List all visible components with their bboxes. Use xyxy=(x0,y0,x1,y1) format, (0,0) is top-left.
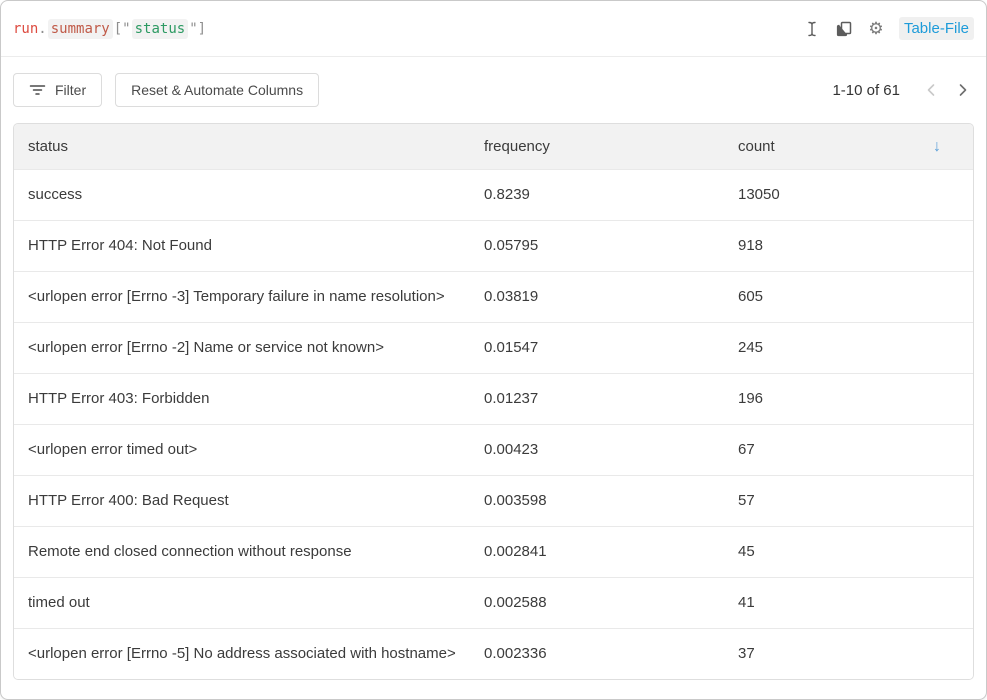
cell-count: 67 xyxy=(738,441,755,458)
table-body: success 0.8239 13050 HTTP Error 404: Not Fo… xyxy=(14,169,973,679)
cell-count: 37 xyxy=(738,645,755,662)
expression-token-punct[interactable]: [" xyxy=(113,20,131,37)
table-row: success 0.8239 13050 xyxy=(14,169,973,220)
cell-count: 13050 xyxy=(738,186,780,203)
cell-status: <urlopen error [Errno -2] Name or servic… xyxy=(28,339,384,356)
pagination: 1-10 of 61 xyxy=(832,79,974,101)
cell-frequency: 0.002588 xyxy=(484,594,547,611)
table-row: Remote end closed connection without res… xyxy=(14,526,973,577)
table-row: HTTP Error 404: Not Found 0.05795 918 xyxy=(14,220,973,271)
gear-icon[interactable]: ⚙ xyxy=(868,19,884,38)
panel-type-selector[interactable]: Table-File xyxy=(898,17,974,40)
toolbar-buttons: Filter Reset & Automate Columns xyxy=(13,73,320,107)
table-row: HTTP Error 400: Bad Request 0.003598 57 xyxy=(14,475,973,526)
expression-token-punct[interactable]: . xyxy=(38,20,47,37)
cell-count: 605 xyxy=(738,288,764,305)
cell-frequency: 0.01237 xyxy=(484,390,539,407)
cell-count: 57 xyxy=(738,492,755,509)
reset-automate-columns-label: Reset & Automate Columns xyxy=(131,82,304,98)
data-table: status frequency count ↓ success 0.8239 13… xyxy=(13,123,974,680)
cell-frequency: 0.002841 xyxy=(484,543,547,560)
cell-count: 245 xyxy=(738,339,764,356)
cell-status: HTTP Error 404: Not Found xyxy=(28,237,212,254)
column-header-frequency[interactable]: frequency xyxy=(484,138,550,155)
cell-count: 41 xyxy=(738,594,755,611)
filter-button-label: Filter xyxy=(55,82,87,98)
expression-token-property[interactable]: summary xyxy=(47,18,113,39)
cell-count: 45 xyxy=(738,543,755,560)
expression-token-keyword[interactable]: run xyxy=(13,20,39,37)
cell-status: <urlopen error timed out> xyxy=(28,441,198,458)
filter-button[interactable]: Filter xyxy=(13,73,103,107)
column-header-status[interactable]: status xyxy=(28,138,69,155)
copy-icon[interactable] xyxy=(835,20,853,38)
table-row: <urlopen error [Errno -5] No address ass… xyxy=(14,628,973,679)
cell-frequency: 0.002336 xyxy=(484,645,547,662)
cell-status: HTTP Error 400: Bad Request xyxy=(28,492,229,509)
cell-status: <urlopen error [Errno -5] No address ass… xyxy=(28,645,456,662)
expression-editor[interactable]: run. summary [" status "] xyxy=(13,18,207,39)
cell-status: <urlopen error [Errno -3] Temporary fail… xyxy=(28,288,445,305)
next-page-icon[interactable] xyxy=(952,79,974,101)
cell-status: success xyxy=(28,186,83,203)
cell-frequency: 0.01547 xyxy=(484,339,539,356)
expression-bar: run. summary [" status "] ⚙ Table-File xyxy=(1,1,986,57)
reset-automate-columns-button[interactable]: Reset & Automate Columns xyxy=(115,73,320,107)
cell-status: Remote end closed connection without res… xyxy=(28,543,352,560)
table-row: HTTP Error 403: Forbidden 0.01237 196 xyxy=(14,373,973,424)
table-header-row: status frequency count ↓ xyxy=(14,124,973,169)
table-row: <urlopen error [Errno -3] Temporary fail… xyxy=(14,271,973,322)
cell-frequency: 0.03819 xyxy=(484,288,539,305)
panel-controls: ⚙ Table-File xyxy=(803,17,974,40)
cell-frequency: 0.00423 xyxy=(484,441,539,458)
filter-icon xyxy=(29,83,46,97)
cell-frequency: 0.8239 xyxy=(484,186,530,203)
pagination-range-label: 1-10 of 61 xyxy=(832,81,900,99)
table-row: <urlopen error timed out> 0.00423 67 xyxy=(14,424,973,475)
cell-count: 918 xyxy=(738,237,764,254)
cell-status: timed out xyxy=(28,594,90,611)
cell-status: HTTP Error 403: Forbidden xyxy=(28,390,210,407)
expression-token-punct[interactable]: "] xyxy=(189,20,207,37)
expression-token-string[interactable]: status xyxy=(131,18,189,39)
table-row: timed out 0.002588 41 xyxy=(14,577,973,628)
text-cursor-icon[interactable] xyxy=(803,20,821,38)
cell-frequency: 0.003598 xyxy=(484,492,547,509)
table-toolbar: Filter Reset & Automate Columns 1-10 of … xyxy=(13,73,974,107)
table-row: <urlopen error [Errno -2] Name or servic… xyxy=(14,322,973,373)
cell-count: 196 xyxy=(738,390,764,407)
sort-descending-icon[interactable]: ↓ xyxy=(933,138,941,155)
previous-page-icon[interactable] xyxy=(920,79,942,101)
cell-frequency: 0.05795 xyxy=(484,237,539,254)
